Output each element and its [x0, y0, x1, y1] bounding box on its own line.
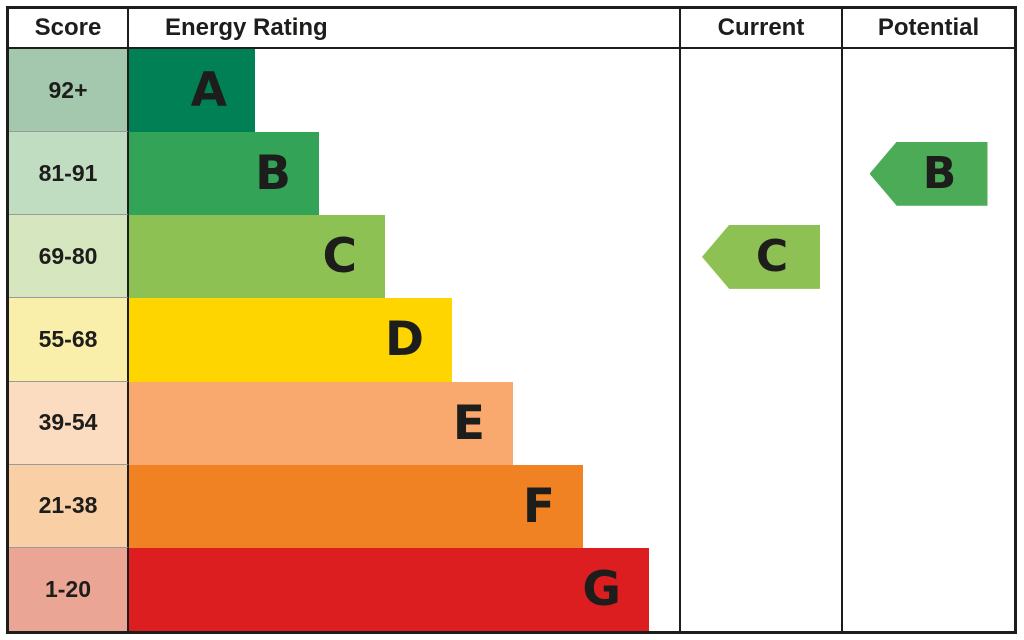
rating-bar: C — [129, 215, 385, 299]
current-cell — [681, 547, 843, 631]
rating-bar: F — [129, 464, 583, 548]
potential-rating-arrow-letter: B — [922, 147, 957, 199]
header-current: Current — [681, 9, 843, 47]
current-cell: C — [681, 215, 843, 299]
current-cell — [681, 464, 843, 548]
potential-cell — [843, 215, 1014, 298]
current-rating-arrow-letter: C — [755, 230, 789, 282]
potential-rating-arrow: B — [869, 141, 988, 206]
band-row: 55-68 D — [9, 298, 1014, 382]
potential-cell — [843, 382, 1014, 465]
header-potential: Potential — [877, 14, 980, 41]
current-cell — [681, 132, 843, 216]
potential-cell — [843, 548, 1014, 631]
rating-bar-cell: G — [129, 547, 681, 631]
rating-letter: E — [452, 395, 485, 451]
band-score-range: 81-91 — [9, 132, 129, 216]
band-score-range: 39-54 — [9, 381, 129, 465]
potential-cell — [843, 49, 1014, 132]
rating-letter: G — [582, 561, 621, 617]
rating-bar-cell: F — [129, 464, 681, 548]
band-rows: 92+ A 81-91 B B 69-80 C C 55-68 — [9, 49, 1014, 631]
rating-bar-cell: A — [129, 49, 681, 133]
rating-letter: D — [384, 312, 424, 368]
band-score-range: 92+ — [9, 49, 129, 133]
rating-letter: A — [190, 63, 227, 119]
rating-bar: G — [129, 547, 649, 631]
band-row: 39-54 E — [9, 381, 1014, 465]
band-score-range: 21-38 — [9, 464, 129, 548]
rating-bar: D — [129, 298, 452, 382]
potential-cell — [843, 465, 1014, 548]
band-score-range: 69-80 — [9, 215, 129, 299]
band-score-range: 1-20 — [9, 547, 129, 631]
potential-cell — [843, 298, 1014, 381]
rating-bar-cell: E — [129, 381, 681, 465]
band-score-range: 55-68 — [9, 298, 129, 382]
rating-bar: A — [129, 49, 255, 133]
current-cell — [681, 298, 843, 382]
band-row: 1-20 G — [9, 547, 1014, 631]
band-row: 21-38 F — [9, 464, 1014, 548]
current-cell — [681, 381, 843, 465]
current-cell — [681, 49, 843, 133]
epc-rating-chart: Score Energy Rating Current Potential 92… — [6, 6, 1017, 634]
rating-bar-cell: C — [129, 215, 681, 299]
rating-letter: C — [322, 229, 358, 285]
rating-letter: B — [255, 146, 291, 202]
band-row: 81-91 B B — [9, 132, 1014, 216]
chart-header: Score Energy Rating Current Potential — [9, 9, 1014, 49]
header-score: Score — [9, 9, 129, 47]
band-row: 92+ A — [9, 49, 1014, 133]
potential-cell: B — [843, 132, 1014, 215]
band-row: 69-80 C C — [9, 215, 1014, 299]
rating-letter: F — [522, 478, 555, 534]
rating-bar-cell: B — [129, 132, 681, 216]
current-rating-arrow: C — [702, 224, 820, 289]
rating-bar: E — [129, 381, 513, 465]
header-energy-rating: Energy Rating — [129, 9, 681, 47]
rating-bar: B — [129, 132, 319, 216]
rating-bar-cell: D — [129, 298, 681, 382]
